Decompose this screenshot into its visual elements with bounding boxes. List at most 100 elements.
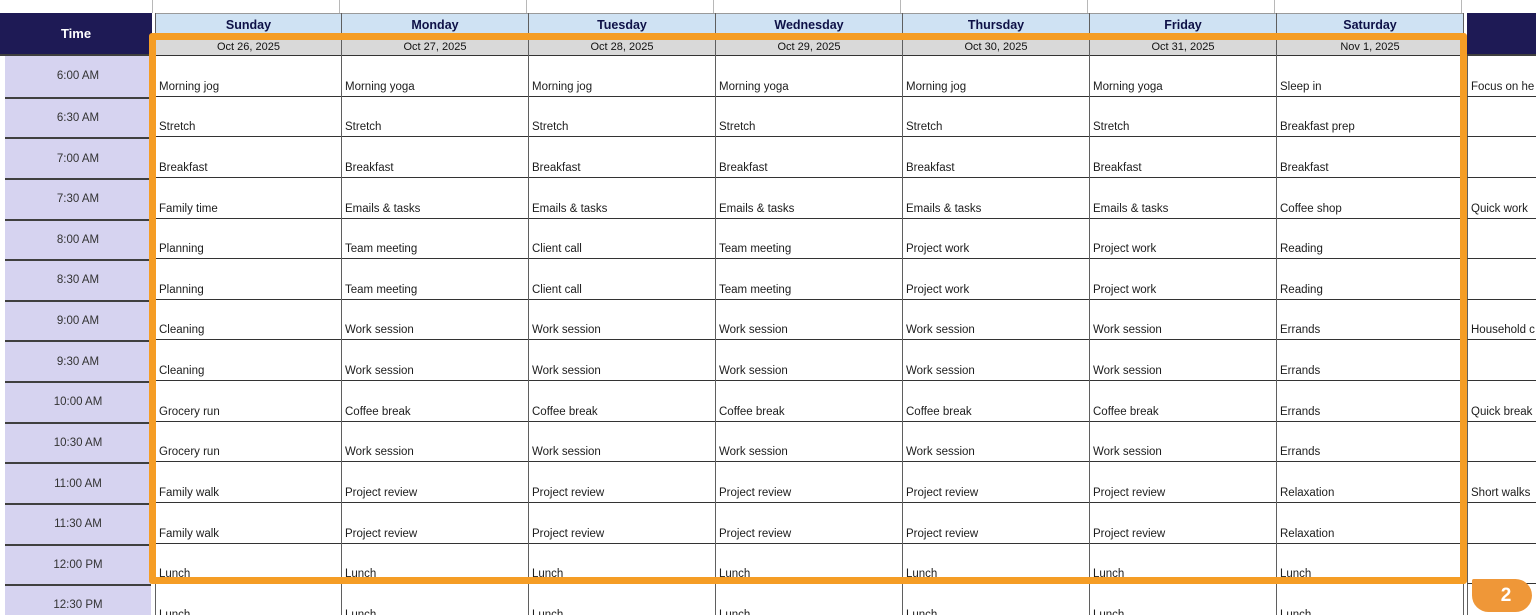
schedule-cell[interactable]: Coffee break (716, 381, 902, 422)
schedule-cell[interactable]: Grocery run (156, 381, 341, 422)
schedule-cell[interactable]: Stretch (529, 96, 715, 138)
schedule-cell[interactable]: Lunch (529, 584, 715, 615)
schedule-cell[interactable]: Work session (342, 340, 528, 381)
schedule-cell[interactable]: Lunch (529, 543, 715, 585)
schedule-cell[interactable]: Project review (716, 502, 902, 544)
schedule-cell[interactable] (1467, 137, 1536, 178)
schedule-cell[interactable] (1467, 218, 1536, 260)
time-slot-cell[interactable]: 6:00 AM (5, 56, 151, 97)
schedule-cell[interactable]: Cleaning (156, 340, 341, 381)
schedule-cell[interactable]: Work session (1090, 421, 1276, 463)
schedule-cell[interactable]: Lunch (1090, 584, 1276, 615)
day-header-cell[interactable]: Tuesday (529, 13, 715, 39)
schedule-cell[interactable]: Work session (716, 421, 902, 463)
schedule-cell[interactable]: Lunch (716, 584, 902, 615)
schedule-cell[interactable]: Quick break (1467, 381, 1536, 422)
schedule-cell[interactable]: Reading (1277, 259, 1463, 300)
time-slot-cell[interactable]: 6:30 AM (5, 96, 151, 138)
date-cell[interactable]: Oct 30, 2025 (903, 39, 1089, 56)
time-slot-cell[interactable]: 7:00 AM (5, 137, 151, 178)
day-header-cell[interactable]: Sunday (156, 13, 341, 39)
schedule-cell[interactable]: Planning (156, 259, 341, 300)
schedule-cell[interactable]: Coffee break (1090, 381, 1276, 422)
time-slot-cell[interactable]: 12:30 PM (5, 584, 151, 615)
schedule-cell[interactable]: Work session (903, 299, 1089, 341)
schedule-cell[interactable]: Breakfast (156, 137, 341, 178)
time-slot-cell[interactable]: 9:30 AM (5, 340, 151, 381)
schedule-cell[interactable]: Grocery run (156, 421, 341, 463)
schedule-cell[interactable]: Morning jog (156, 56, 341, 97)
schedule-cell[interactable]: Team meeting (342, 218, 528, 260)
day-header-cell[interactable]: Thursday (903, 13, 1089, 39)
schedule-cell[interactable]: Breakfast (529, 137, 715, 178)
schedule-cell[interactable]: Project review (529, 502, 715, 544)
partial-cell[interactable] (1088, 0, 1275, 13)
day-header-cell[interactable]: Monday (342, 13, 528, 39)
schedule-cell[interactable]: Breakfast (903, 137, 1089, 178)
date-cell[interactable]: Oct 27, 2025 (342, 39, 528, 56)
schedule-cell[interactable]: Breakfast (716, 137, 902, 178)
schedule-cell[interactable]: Relaxation (1277, 462, 1463, 503)
schedule-cell[interactable]: Stretch (342, 96, 528, 138)
schedule-cell[interactable]: Team meeting (716, 218, 902, 260)
partial-cell[interactable] (0, 0, 153, 13)
schedule-cell[interactable]: Project review (716, 462, 902, 503)
date-cell[interactable]: Oct 31, 2025 (1090, 39, 1276, 56)
day-header-cell[interactable]: Saturday (1277, 13, 1463, 39)
schedule-cell[interactable] (1467, 259, 1536, 300)
partial-cell[interactable] (527, 0, 714, 13)
schedule-cell[interactable]: Morning yoga (342, 56, 528, 97)
schedule-cell[interactable]: Work session (529, 340, 715, 381)
schedule-cell[interactable]: Quick work (1467, 177, 1536, 219)
schedule-cell[interactable]: Project work (1090, 218, 1276, 260)
schedule-cell[interactable]: Work session (1090, 340, 1276, 381)
schedule-cell[interactable]: Errands (1277, 421, 1463, 463)
day-header-cell[interactable]: Wednesday (716, 13, 902, 39)
schedule-cell[interactable]: Project work (1090, 259, 1276, 300)
day-header-cell[interactable]: Friday (1090, 13, 1276, 39)
schedule-cell[interactable]: Lunch (156, 584, 341, 615)
schedule-cell[interactable]: Emails & tasks (529, 177, 715, 219)
time-slot-cell[interactable]: 8:30 AM (5, 259, 151, 300)
schedule-cell[interactable]: Work session (342, 421, 528, 463)
schedule-cell[interactable]: Errands (1277, 299, 1463, 341)
date-cell[interactable]: Nov 1, 2025 (1277, 39, 1463, 56)
time-slot-cell[interactable]: 12:00 PM (5, 543, 151, 585)
schedule-cell[interactable]: Stretch (1090, 96, 1276, 138)
schedule-cell[interactable]: Cleaning (156, 299, 341, 341)
schedule-cell[interactable]: Errands (1277, 381, 1463, 422)
schedule-cell[interactable]: Lunch (716, 543, 902, 585)
schedule-cell[interactable]: Breakfast (1090, 137, 1276, 178)
schedule-cell[interactable]: Stretch (156, 96, 341, 138)
schedule-cell[interactable] (1467, 543, 1536, 585)
schedule-cell[interactable]: Coffee shop (1277, 177, 1463, 219)
schedule-cell[interactable]: Project review (1090, 462, 1276, 503)
partial-cell[interactable] (714, 0, 901, 13)
schedule-cell[interactable]: Planning (156, 218, 341, 260)
time-slot-cell[interactable]: 10:30 AM (5, 421, 151, 463)
partial-cell[interactable] (901, 0, 1088, 13)
schedule-cell[interactable]: Household c (1467, 299, 1536, 341)
time-slot-cell[interactable]: 11:30 AM (5, 502, 151, 544)
partial-cell[interactable] (153, 0, 340, 13)
date-cell[interactable]: Oct 28, 2025 (529, 39, 715, 56)
schedule-cell[interactable]: Morning yoga (1090, 56, 1276, 97)
schedule-cell[interactable] (1467, 421, 1536, 463)
schedule-cell[interactable]: Lunch (342, 584, 528, 615)
schedule-cell[interactable]: Emails & tasks (903, 177, 1089, 219)
schedule-cell[interactable]: Lunch (342, 543, 528, 585)
schedule-cell[interactable] (1467, 502, 1536, 544)
date-cell[interactable]: Oct 29, 2025 (716, 39, 902, 56)
schedule-cell[interactable]: Emails & tasks (716, 177, 902, 219)
schedule-cell[interactable]: Team meeting (342, 259, 528, 300)
schedule-cell[interactable]: Work session (1090, 299, 1276, 341)
schedule-cell[interactable]: Coffee break (903, 381, 1089, 422)
schedule-cell[interactable]: Project review (529, 462, 715, 503)
schedule-cell[interactable]: Lunch (1277, 543, 1463, 585)
schedule-cell[interactable]: Coffee break (342, 381, 528, 422)
schedule-cell[interactable]: Lunch (903, 584, 1089, 615)
partial-cell[interactable] (1462, 0, 1536, 13)
schedule-cell[interactable]: Sleep in (1277, 56, 1463, 97)
schedule-cell[interactable]: Project review (903, 502, 1089, 544)
time-slot-cell[interactable]: 9:00 AM (5, 299, 151, 341)
